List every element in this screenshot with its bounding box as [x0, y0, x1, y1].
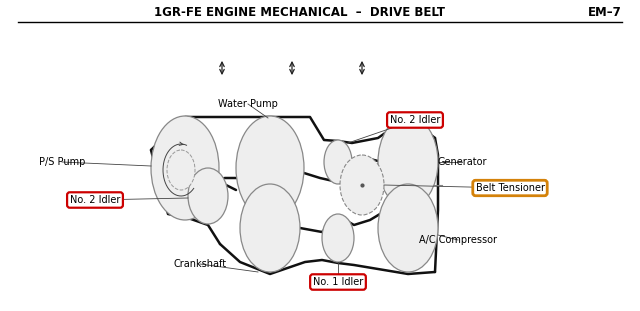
Text: No. 2 Idler: No. 2 Idler	[70, 195, 120, 205]
Text: Belt Tensioner: Belt Tensioner	[476, 183, 545, 193]
Ellipse shape	[322, 214, 354, 262]
Text: EM–7: EM–7	[588, 7, 622, 20]
Ellipse shape	[236, 116, 304, 220]
Ellipse shape	[324, 140, 352, 184]
Ellipse shape	[188, 168, 228, 224]
Ellipse shape	[151, 116, 219, 220]
Text: No. 1 Idler: No. 1 Idler	[313, 277, 363, 287]
Ellipse shape	[378, 184, 438, 272]
Text: Generator: Generator	[437, 157, 487, 167]
Text: P/S Pump: P/S Pump	[39, 157, 85, 167]
Text: 1GR-FE ENGINE MECHANICAL  –  DRIVE BELT: 1GR-FE ENGINE MECHANICAL – DRIVE BELT	[154, 7, 445, 20]
Ellipse shape	[340, 155, 384, 215]
Text: A/C Compressor: A/C Compressor	[419, 235, 497, 245]
Text: No. 2 Idler: No. 2 Idler	[390, 115, 440, 125]
Ellipse shape	[240, 184, 300, 272]
Ellipse shape	[378, 116, 438, 208]
Ellipse shape	[167, 150, 195, 190]
Text: Water Pump: Water Pump	[218, 99, 278, 109]
Text: Crankshaft: Crankshaft	[173, 259, 227, 269]
